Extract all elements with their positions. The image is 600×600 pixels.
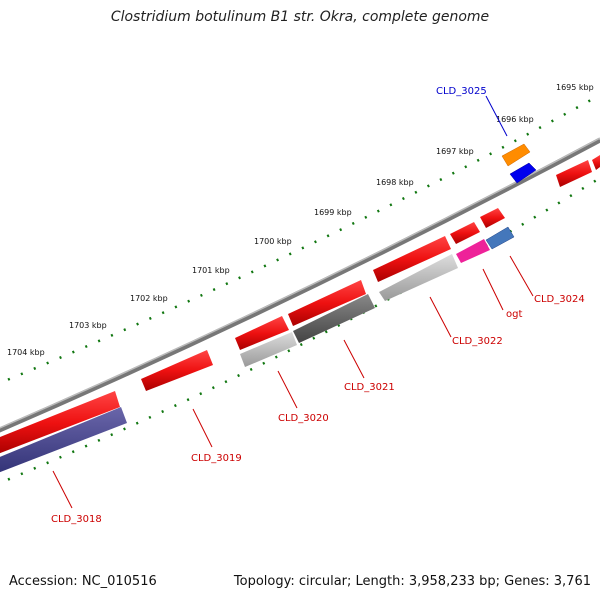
scale-label-1695: 1695 kbp bbox=[556, 83, 594, 92]
gene-red-i[interactable] bbox=[0, 391, 120, 455]
gene-cld3024[interactable] bbox=[485, 226, 515, 250]
gene-label-cld3025: CLD_3025 bbox=[436, 86, 487, 97]
scale-label-1697: 1697 kbp bbox=[436, 147, 474, 156]
gene-cld3022[interactable] bbox=[379, 254, 458, 301]
accession-text: Accession: NC_010516 bbox=[9, 574, 157, 589]
gene-red-b[interactable] bbox=[592, 155, 600, 170]
gene-red-c[interactable] bbox=[480, 208, 505, 228]
forward-genes bbox=[0, 143, 600, 455]
gene-red-d[interactable] bbox=[450, 222, 480, 244]
gene-red-a[interactable] bbox=[556, 160, 592, 187]
gene-red-e[interactable] bbox=[373, 236, 451, 282]
gene-cld3021[interactable] bbox=[293, 294, 375, 343]
gene-cld3025-blue[interactable] bbox=[509, 162, 537, 184]
scale-label-1699: 1699 kbp bbox=[314, 208, 352, 217]
scale-label-1702: 1702 kbp bbox=[130, 294, 168, 303]
scale-labels: 1695 kbp 1696 kbp 1697 kbp 1698 kbp 1699… bbox=[7, 83, 594, 357]
gene-label-cld3019: CLD_3019 bbox=[191, 453, 242, 464]
scale-label-1701: 1701 kbp bbox=[192, 266, 230, 275]
gene-cld3018[interactable] bbox=[0, 407, 127, 474]
topology-text: Topology: circular; Length: 3,958,233 bp… bbox=[233, 574, 591, 589]
scale-label-1704: 1704 kbp bbox=[7, 348, 45, 357]
genome-backbone bbox=[0, 137, 600, 433]
leader-lines bbox=[52, 95, 534, 509]
gene-red-f[interactable] bbox=[288, 280, 366, 326]
scale-label-1696: 1696 kbp bbox=[496, 115, 534, 124]
reverse-genes bbox=[0, 226, 515, 474]
scale-label-1700: 1700 kbp bbox=[254, 237, 292, 246]
map-title: Clostridium botulinum B1 str. Okra, comp… bbox=[110, 9, 490, 25]
gene-red-g[interactable] bbox=[235, 316, 289, 350]
gene-ogt[interactable] bbox=[456, 239, 490, 263]
scale-label-1698: 1698 kbp bbox=[376, 178, 414, 187]
gene-labels: CLD_3025 CLD_3024 ogt CLD_3022 CLD_3021 … bbox=[51, 86, 585, 525]
gene-label-cld3022: CLD_3022 bbox=[452, 336, 503, 347]
gene-label-cld3020: CLD_3020 bbox=[278, 413, 329, 424]
gene-label-cld3018: CLD_3018 bbox=[51, 514, 102, 525]
inner-scale-ring bbox=[0, 176, 600, 485]
gene-label-cld3021: CLD_3021 bbox=[344, 382, 395, 393]
gene-cld3025-orange[interactable] bbox=[501, 143, 531, 167]
gene-cld3020[interactable] bbox=[240, 332, 297, 367]
gene-label-ogt: ogt bbox=[506, 309, 522, 320]
gene-label-cld3024: CLD_3024 bbox=[534, 294, 585, 305]
gene-red-h[interactable] bbox=[141, 350, 213, 391]
scale-label-1703: 1703 kbp bbox=[69, 321, 107, 330]
